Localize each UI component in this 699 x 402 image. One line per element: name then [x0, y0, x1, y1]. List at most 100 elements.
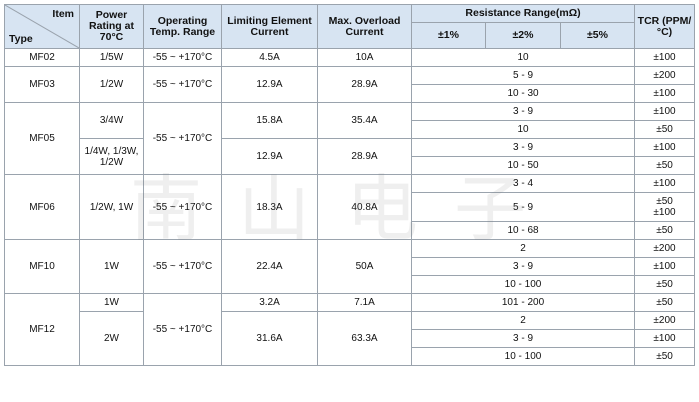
- overload-cell: 50A: [317, 239, 412, 294]
- limiting-current-header: Limiting Element Current: [221, 4, 318, 49]
- temp-cell: -55 ~ +170°C: [143, 293, 222, 366]
- power-cell: 1/2W: [79, 66, 144, 103]
- type-label: Type: [9, 33, 33, 45]
- table-row: 1/4W, 1/3W, 1/2W 12.9A 28.9A 3 - 9 ±100: [5, 138, 696, 175]
- table-row: 10 - 50 ±50: [5, 156, 696, 175]
- temp-cell: -55 ~ +170°C: [143, 239, 222, 294]
- tcr-cell: ±200: [634, 66, 696, 85]
- range-cell: 101 - 200: [410, 293, 636, 312]
- table-row: 3 - 9 ±100: [5, 329, 696, 348]
- power-cell: 1W: [79, 293, 144, 312]
- type-cell: MF06: [4, 174, 80, 240]
- tcr-value: ±50: [656, 196, 673, 207]
- tcr-cell: ±50: [634, 293, 696, 312]
- resistor-spec-table: Item Type Power Rating at 70°C Operating…: [4, 4, 696, 366]
- table-row: 2W 31.6A 63.3A 2 ±200: [5, 311, 696, 366]
- item-label: Item: [52, 8, 74, 20]
- table-row: 10 - 100 ±50: [5, 347, 696, 366]
- tcr-cell: ±100: [634, 174, 696, 193]
- power-cell: 1W: [79, 239, 144, 294]
- limiting-cell: 3.2A: [221, 293, 318, 312]
- power-cell: 1/5W: [79, 48, 144, 67]
- tolerance-5-header: ±5%: [559, 22, 636, 49]
- power-cell: 3/4W: [79, 102, 144, 139]
- range-cell: 3 - 9: [410, 138, 636, 157]
- overload-cell: 7.1A: [317, 293, 412, 312]
- type-cell: MF12: [4, 293, 80, 366]
- type-cell: MF10: [4, 239, 80, 294]
- table-row: MF05 3/4W -55 ~ +170°C 15.8A 35.4A 3 - 9…: [4, 102, 696, 175]
- tcr-cell: ±50: [634, 156, 696, 175]
- overload-cell: 28.9A: [317, 66, 412, 103]
- tcr-cell: ±100: [634, 329, 696, 348]
- tcr-cell: ±100: [634, 257, 696, 276]
- power-cell: 2W: [79, 311, 144, 366]
- table-row: MF06 1/2W, 1W -55 ~ +170°C 18.3A 40.8A 3…: [4, 174, 696, 240]
- limiting-cell: 22.4A: [221, 239, 318, 294]
- tcr-cell: ±50: [634, 347, 696, 366]
- table-row: MF12 1W -55 ~ +170°C 3.2A 7.1A 101 - 200…: [4, 293, 696, 366]
- tcr-value: ±100: [653, 207, 676, 218]
- power-cell: 1/2W, 1W: [79, 174, 144, 240]
- table-row: 3 - 9 ±100: [5, 257, 696, 276]
- limiting-cell: 12.9A: [221, 138, 318, 175]
- temp-cell: -55 ~ +170°C: [143, 102, 222, 175]
- overload-cell: 35.4A: [317, 102, 412, 139]
- range-cell: 10 - 68: [410, 221, 636, 240]
- overload-cell: 10A: [317, 48, 412, 67]
- type-cell: MF03: [4, 66, 80, 103]
- temp-range-header: Operating Temp. Range: [143, 4, 222, 49]
- tcr-header: TCR (PPM/°C): [634, 4, 696, 49]
- range-cell: 2: [410, 239, 636, 258]
- tcr-cell: ±100: [634, 102, 696, 121]
- tcr-cell: ±200: [634, 239, 696, 258]
- type-cell: MF02: [4, 48, 80, 67]
- type-cell: MF05: [4, 102, 80, 175]
- power-cell: 1/4W, 1/3W, 1/2W: [79, 138, 144, 175]
- table-row: MF10 1W -55 ~ +170°C 22.4A 50A 2 ±200: [4, 239, 696, 294]
- range-cell: 10 - 50: [410, 156, 636, 175]
- tcr-cell: ±50: [634, 120, 696, 139]
- tcr-cell: ±200: [634, 311, 696, 330]
- limiting-cell: 4.5A: [221, 48, 318, 67]
- range-cell: 3 - 4: [410, 174, 636, 193]
- table-row: 10 - 68 ±50: [5, 221, 696, 240]
- limiting-cell: 12.9A: [221, 66, 318, 103]
- overload-cell: 63.3A: [317, 311, 412, 366]
- temp-cell: -55 ~ +170°C: [143, 174, 222, 240]
- table-row: MF02 1/5W -55 ~ +170°C 4.5A 10A 10 ±100: [4, 48, 696, 67]
- overload-cell: 28.9A: [317, 138, 412, 175]
- table-row: MF03 1/2W -55 ~ +170°C 12.9A 28.9A 5 - 9…: [4, 66, 696, 103]
- tcr-cell: ±100: [634, 138, 696, 157]
- tolerance-2-header: ±2%: [485, 22, 561, 49]
- range-cell: 3 - 9: [410, 102, 636, 121]
- range-cell: 2: [410, 311, 636, 330]
- overload-current-header: Max. Overload Current: [317, 4, 412, 49]
- table-row: 10 ±50: [5, 120, 696, 139]
- range-cell: 5 - 9: [410, 192, 636, 222]
- range-cell: 10 - 30: [410, 84, 636, 103]
- range-cell: 3 - 9: [410, 329, 636, 348]
- limiting-cell: 31.6A: [221, 311, 318, 366]
- tcr-cell: ±50: [634, 221, 696, 240]
- range-cell: 10: [410, 48, 636, 67]
- spec-table-container: Item Type Power Rating at 70°C Operating…: [4, 4, 696, 366]
- resistance-range-header: Resistance Range(mΩ): [410, 4, 636, 23]
- tcr-cell: ±50: [634, 275, 696, 294]
- range-cell: 5 - 9: [410, 66, 636, 85]
- tolerance-1-header: ±1%: [411, 22, 486, 49]
- range-cell: 10: [410, 120, 636, 139]
- power-rating-header: Power Rating at 70°C: [79, 4, 144, 49]
- tcr-cell: ±100: [634, 48, 696, 67]
- limiting-cell: 18.3A: [221, 174, 318, 240]
- range-cell: 3 - 9: [410, 257, 636, 276]
- tcr-cell: ±50 ±100: [634, 192, 696, 222]
- range-cell: 10 - 100: [410, 275, 636, 294]
- range-cell: 10 - 100: [410, 347, 636, 366]
- item-type-header: Item Type: [4, 4, 80, 49]
- overload-cell: 40.8A: [317, 174, 412, 240]
- limiting-cell: 15.8A: [221, 102, 318, 139]
- temp-cell: -55 ~ +170°C: [143, 48, 222, 67]
- diagonal-divider: [5, 5, 79, 48]
- tcr-cell: ±100: [634, 84, 696, 103]
